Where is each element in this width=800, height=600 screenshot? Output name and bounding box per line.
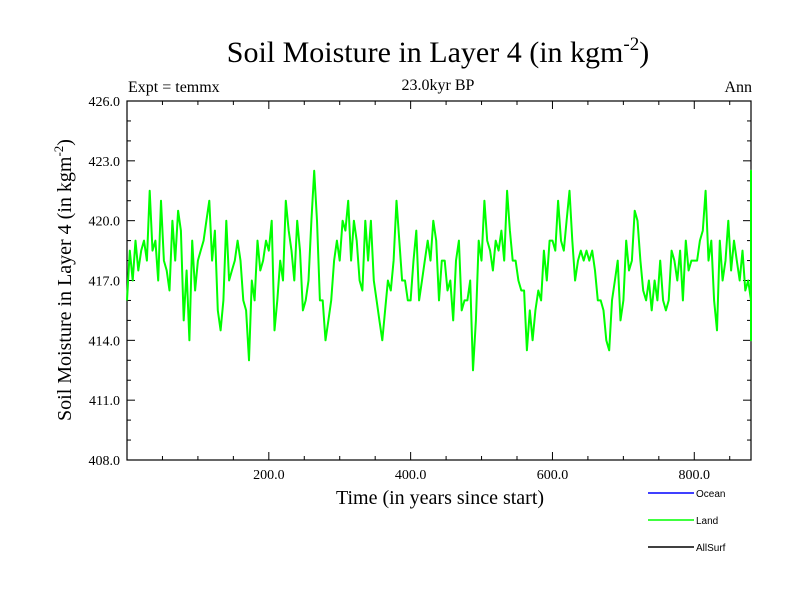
- x-axis-ticks: 200.0 400.0 600.0 800.0: [161, 101, 731, 483]
- y-tick-label: 414.0: [89, 334, 121, 349]
- y-tick-label: 426.0: [89, 95, 121, 110]
- legend-label-land: Land: [696, 516, 718, 527]
- y-tick-label: 420.0: [89, 215, 121, 230]
- x-tick-label: 200.0: [253, 468, 285, 483]
- y-tick-label: 408.0: [89, 454, 121, 469]
- chart-subtitle: 23.0kyr BP: [402, 77, 475, 94]
- x-tick-label: 800.0: [679, 468, 711, 483]
- y-tick-label: 417.0: [89, 275, 121, 290]
- series-layer: [126, 169, 752, 372]
- x-tick-label: 600.0: [537, 468, 569, 483]
- series-line-land: [126, 169, 752, 372]
- legend-label-allsurf: AllSurf: [696, 543, 726, 554]
- chart-title: Soil Moisture in Layer 4 (in kgm-2): [227, 34, 649, 69]
- y-tick-label: 423.0: [89, 155, 121, 170]
- legend-label-ocean: Ocean: [696, 489, 725, 500]
- y-axis-title: Soil Moisture in Layer 4 (in kgm-2): [51, 139, 76, 421]
- x-tick-label: 400.0: [395, 468, 427, 483]
- legend: Ocean Land AllSurf: [648, 489, 726, 554]
- experiment-label: Expt = temmx: [128, 79, 220, 96]
- x-axis-title: Time (in years since start): [336, 487, 544, 509]
- y-tick-label: 411.0: [89, 394, 120, 409]
- season-label: Ann: [724, 79, 752, 96]
